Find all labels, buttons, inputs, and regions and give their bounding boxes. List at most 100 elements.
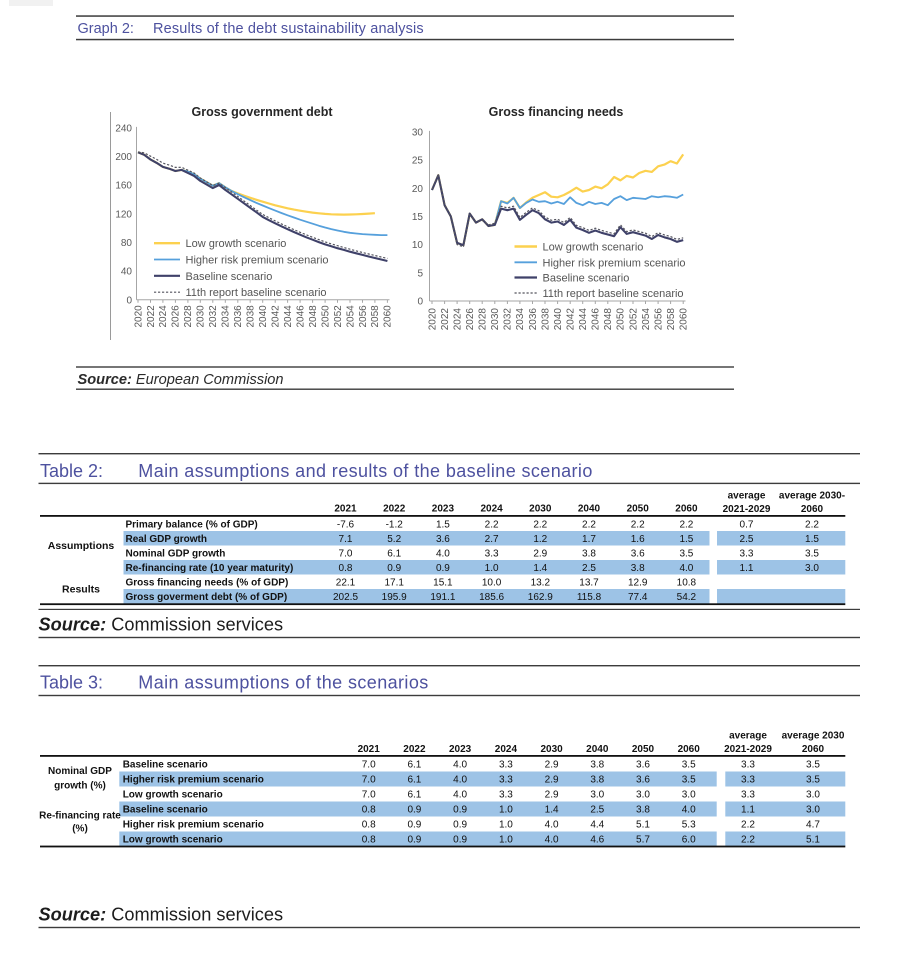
svg-text:average 2030-: average 2030- (779, 491, 845, 502)
svg-text:0: 0 (126, 295, 132, 306)
svg-text:Nominal GDP growth: Nominal GDP growth (126, 549, 226, 560)
svg-text:Low growth scenario: Low growth scenario (543, 242, 644, 254)
svg-text:2022: 2022 (146, 305, 157, 328)
svg-text:2.2: 2.2 (582, 520, 596, 531)
svg-text:1.0: 1.0 (499, 820, 513, 831)
svg-text:1.0: 1.0 (485, 563, 499, 574)
svg-text:1.0: 1.0 (499, 805, 513, 816)
svg-text:2020: 2020 (427, 308, 438, 331)
svg-text:2.2: 2.2 (485, 520, 499, 531)
svg-text:162.9: 162.9 (528, 592, 553, 603)
svg-text:20: 20 (412, 184, 424, 195)
svg-text:3.0: 3.0 (805, 563, 819, 574)
svg-text:6.1: 6.1 (407, 775, 421, 786)
svg-text:0.7: 0.7 (740, 520, 754, 531)
svg-text:2050: 2050 (627, 504, 650, 515)
svg-text:4.4: 4.4 (590, 820, 604, 831)
svg-text:2058: 2058 (370, 305, 381, 328)
svg-text:2060: 2060 (802, 744, 825, 755)
svg-text:2040: 2040 (578, 504, 601, 515)
svg-text:Primary balance (% of GDP): Primary balance (% of GDP) (126, 520, 258, 531)
svg-text:2038: 2038 (246, 305, 257, 328)
svg-text:30: 30 (412, 127, 424, 138)
svg-text:0.8: 0.8 (362, 820, 376, 831)
svg-text:2036: 2036 (233, 305, 244, 328)
svg-text:Low growth scenario: Low growth scenario (186, 238, 287, 250)
svg-text:2022: 2022 (403, 744, 426, 755)
svg-text:240: 240 (115, 123, 132, 134)
svg-text:2021-2029: 2021-2029 (723, 504, 771, 515)
svg-text:10: 10 (412, 240, 424, 251)
svg-text:2030: 2030 (540, 744, 563, 755)
svg-text:5.3: 5.3 (682, 820, 696, 831)
svg-text:Baseline scenario: Baseline scenario (543, 273, 630, 285)
svg-text:1.5: 1.5 (679, 534, 693, 545)
svg-text:Higher risk premium scenario: Higher risk premium scenario (123, 820, 264, 831)
svg-text:3.5: 3.5 (805, 549, 819, 560)
svg-text:2.2: 2.2 (631, 520, 645, 531)
svg-text:4.0: 4.0 (679, 563, 693, 574)
svg-text:2040: 2040 (553, 308, 564, 331)
svg-text:7.0: 7.0 (362, 775, 376, 786)
svg-text:2.9: 2.9 (545, 775, 559, 786)
svg-text:2046: 2046 (295, 305, 306, 328)
svg-text:3.3: 3.3 (741, 790, 755, 801)
svg-text:0.9: 0.9 (453, 835, 467, 846)
svg-text:Re-financing rate (10 year mat: Re-financing rate (10 year maturity) (126, 563, 294, 574)
svg-text:Gross financing needs (% of GD: Gross financing needs (% of GDP) (126, 578, 289, 589)
svg-text:4.0: 4.0 (545, 820, 559, 831)
svg-text:Low growth scenario: Low growth scenario (123, 835, 223, 846)
svg-text:0.9: 0.9 (453, 820, 467, 831)
svg-text:Main assumptions and results o: Main assumptions and results of the base… (138, 461, 592, 481)
svg-text:2023: 2023 (432, 504, 455, 515)
svg-text:7.0: 7.0 (362, 790, 376, 801)
svg-text:11th report baseline scenario: 11th report baseline scenario (186, 287, 327, 299)
svg-text:4.0: 4.0 (453, 760, 467, 771)
svg-text:3.8: 3.8 (636, 805, 650, 816)
svg-text:2042: 2042 (271, 305, 282, 328)
svg-text:2060: 2060 (678, 744, 701, 755)
svg-text:2021-2029: 2021-2029 (724, 744, 772, 755)
svg-text:3.6: 3.6 (636, 760, 650, 771)
svg-text:Baseline scenario: Baseline scenario (123, 805, 208, 816)
svg-text:200: 200 (115, 152, 132, 163)
svg-text:15: 15 (412, 212, 424, 223)
svg-text:5.2: 5.2 (387, 534, 401, 545)
svg-text:2022: 2022 (440, 308, 451, 331)
svg-text:6.1: 6.1 (407, 790, 421, 801)
svg-text:1.1: 1.1 (741, 805, 755, 816)
svg-text:3.3: 3.3 (499, 790, 513, 801)
svg-text:2036: 2036 (528, 308, 539, 331)
svg-text:-7.6: -7.6 (337, 520, 355, 531)
svg-text:3.6: 3.6 (436, 534, 450, 545)
svg-text:25: 25 (412, 156, 424, 167)
svg-text:Higher risk premium scenario: Higher risk premium scenario (123, 775, 264, 786)
svg-text:2040: 2040 (586, 744, 609, 755)
svg-text:2038: 2038 (540, 308, 551, 331)
svg-text:Baseline scenario: Baseline scenario (123, 760, 208, 771)
svg-text:Source: European Commission: Source: European Commission (78, 372, 284, 388)
svg-text:2046: 2046 (591, 308, 602, 331)
svg-text:3.0: 3.0 (590, 790, 604, 801)
svg-text:1.4: 1.4 (533, 563, 547, 574)
svg-text:2.2: 2.2 (533, 520, 547, 531)
svg-text:(%): (%) (72, 824, 88, 835)
svg-text:average: average (729, 731, 767, 742)
svg-text:1.7: 1.7 (582, 534, 596, 545)
svg-text:2060: 2060 (801, 504, 824, 515)
svg-text:2024: 2024 (452, 308, 463, 331)
svg-text:Gross financing needs: Gross financing needs (489, 105, 624, 119)
svg-text:3.3: 3.3 (741, 775, 755, 786)
svg-text:5.1: 5.1 (636, 820, 650, 831)
svg-text:2032: 2032 (503, 308, 514, 331)
svg-text:2021: 2021 (334, 504, 357, 515)
svg-text:2050: 2050 (320, 305, 331, 328)
svg-text:195.9: 195.9 (382, 592, 407, 603)
svg-text:3.5: 3.5 (806, 775, 820, 786)
svg-text:2022: 2022 (383, 504, 406, 515)
svg-text:Results of the debt sustainabi: Results of the debt sustainability analy… (153, 21, 424, 37)
svg-text:2024: 2024 (480, 504, 503, 515)
svg-text:185.6: 185.6 (479, 592, 504, 603)
svg-text:2024: 2024 (158, 305, 169, 328)
svg-text:Baseline scenario: Baseline scenario (186, 271, 273, 283)
